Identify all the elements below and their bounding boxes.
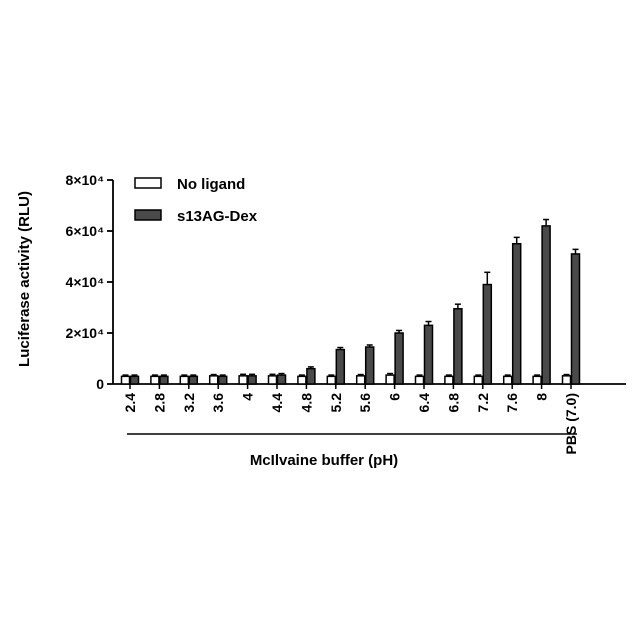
y-tick-label: 4×10⁴ [66,274,105,290]
bar-s13ag-dex [307,369,315,384]
x-tick-label: 4.8 [298,393,314,413]
x-tick-label: 3.2 [181,393,197,413]
y-axis-label: Luciferase activity (RLU) [16,191,33,367]
y-tick-label: 0 [96,376,104,392]
bar-s13ag-dex [160,376,168,384]
bar-no-ligand [563,376,571,384]
x-tick-label: 6 [387,393,403,401]
bar-s13ag-dex [395,333,403,384]
y-tick-label: 6×10⁴ [66,223,105,239]
bar-s13ag-dex [542,226,550,384]
bar-no-ligand [357,376,365,384]
bar-s13ag-dex [248,376,256,384]
bar-s13ag-dex [219,376,227,384]
x-tick-label: PBS (7.0) [563,393,579,454]
bar-s13ag-dex [483,285,491,384]
bar-no-ligand [122,376,130,384]
bar-s13ag-dex [278,375,286,384]
legend-label: No ligand [177,176,245,193]
legend: No ligand s13AG-Dex [135,176,258,225]
x-tick-label: 5.2 [328,393,344,413]
bar-no-ligand [269,376,277,384]
bar-no-ligand [474,376,482,384]
bar-no-ligand [239,376,247,384]
bar-no-ligand [416,376,424,384]
x-tick-label: 2.4 [122,393,138,413]
x-tick-label: 2.8 [151,393,167,413]
bar-s13ag-dex [425,325,433,384]
legend-swatch [135,210,161,220]
y-tick-label: 2×10⁴ [66,325,105,341]
bar-no-ligand [210,376,218,384]
x-tick-label: 7.2 [475,393,491,413]
bar-no-ligand [533,376,541,384]
x-tick-label: 5.6 [357,393,373,413]
x-tick-label: 3.6 [210,393,226,413]
bar-no-ligand [151,376,159,384]
bar-no-ligand [180,376,188,384]
bar-s13ag-dex [454,309,462,384]
bar-no-ligand [445,376,453,384]
bar-no-ligand [386,375,394,384]
x-tick-label: 4.4 [269,393,285,413]
x-tick-label: 8 [534,393,550,401]
x-axis-label: McIlvaine buffer (pH) [250,452,398,469]
bar-no-ligand [327,376,335,384]
bar-s13ag-dex [131,376,139,384]
x-tick-label: 4 [240,393,256,401]
bar-s13ag-dex [366,347,374,384]
bar-s13ag-dex [513,244,521,384]
x-tick-label: 6.4 [416,393,432,413]
bar-s13ag-dex [572,254,580,384]
x-tick-label: 6.8 [445,393,461,413]
legend-label: s13AG-Dex [177,208,258,225]
bar-s13ag-dex [189,376,197,384]
x-tick-label: 7.6 [504,393,520,413]
y-tick-label: 8×10⁴ [66,172,105,188]
bar-no-ligand [504,376,512,384]
bar-s13ag-dex [336,350,344,384]
bar-no-ligand [298,376,306,384]
legend-swatch [135,178,161,188]
